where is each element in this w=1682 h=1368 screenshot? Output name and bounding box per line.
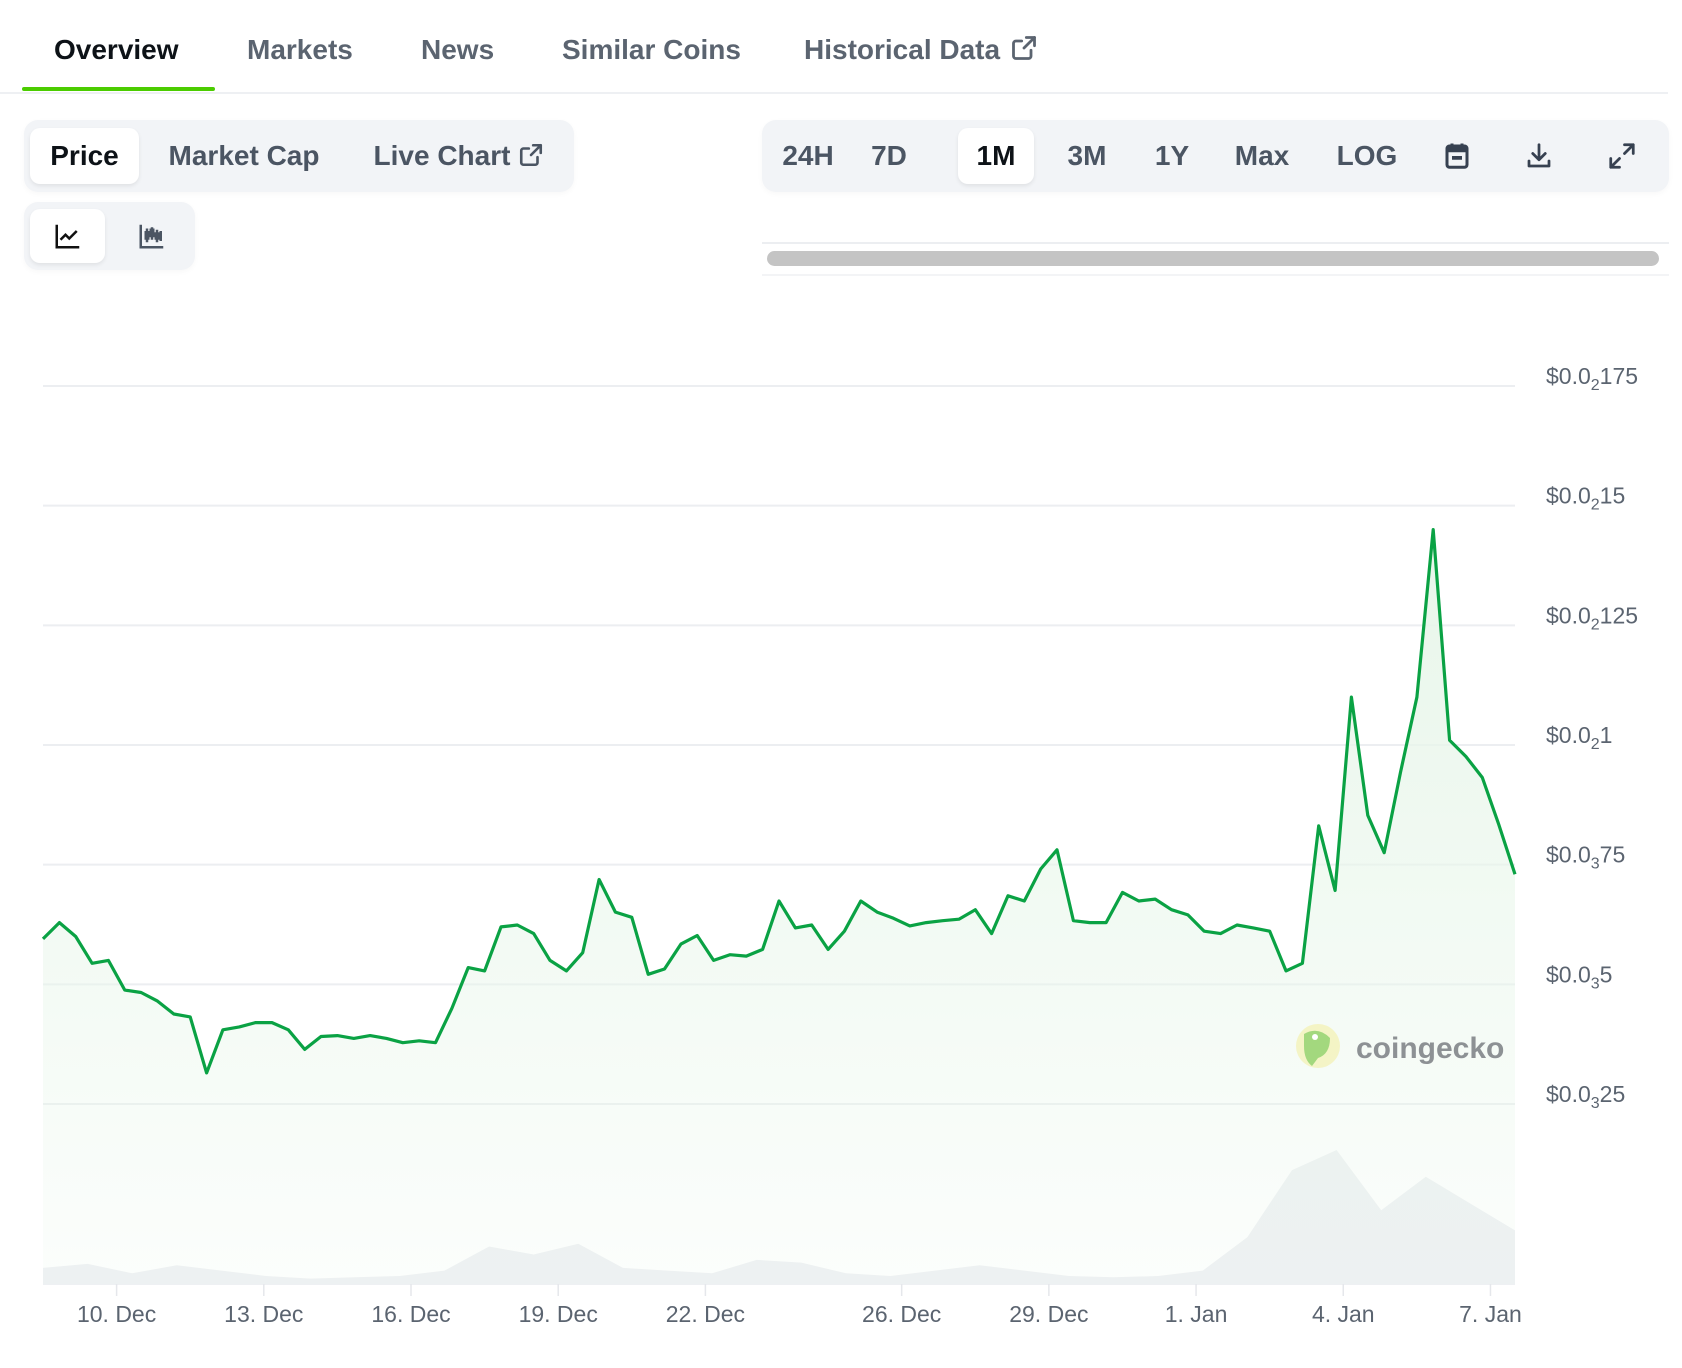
x-tick-label: 1. Jan <box>1165 1301 1228 1327</box>
log-scale-button[interactable]: LOG <box>1336 140 1398 171</box>
tab-historical-data-label: Historical Data <box>804 34 1001 65</box>
range-1y-button[interactable]: 1Y <box>1154 140 1190 171</box>
line-chart-icon <box>55 224 79 249</box>
y-tick-label: $0.02175 <box>1546 363 1638 394</box>
range-navigator-scrollbar[interactable] <box>767 251 1659 266</box>
tab-similar-coins[interactable]: Similar Coins <box>562 34 741 65</box>
candlestick-chart-button[interactable] <box>114 209 189 263</box>
active-tab-indicator <box>22 87 215 91</box>
range-max-button[interactable]: Max <box>1234 140 1290 171</box>
download-icon <box>1527 143 1551 168</box>
x-tick-label: 22. Dec <box>666 1301 745 1327</box>
coingecko-watermark: coingecko <box>1296 1024 1504 1068</box>
tab-news[interactable]: News <box>421 34 495 65</box>
y-axis: $0.02175 $0.0215 $0.02125 $0.021 $0.0375 $0.0… <box>1546 363 1638 1112</box>
section-tabs: Overview Markets News Similar Coins Hist… <box>0 0 1668 94</box>
fullscreen-button[interactable] <box>1592 128 1652 184</box>
range-24h-button[interactable]: 24H <box>782 140 834 171</box>
expand-icon <box>1609 143 1635 169</box>
external-link-icon <box>520 143 543 167</box>
candlestick-chart-icon <box>139 224 163 249</box>
time-range-toggle: 24H 7D 1M 3M 1Y Max LOG <box>762 120 1669 192</box>
range-1m-button[interactable]: 1M <box>958 128 1034 184</box>
range-navigator <box>762 242 1669 276</box>
y-tick-label: $0.02125 <box>1546 602 1638 633</box>
download-button[interactable] <box>1509 128 1569 184</box>
x-tick-label: 4. Jan <box>1312 1301 1375 1327</box>
price-button[interactable]: Price <box>30 128 139 184</box>
x-tick-label: 10. Dec <box>77 1301 156 1327</box>
x-tick-label: 13. Dec <box>224 1301 303 1327</box>
live-chart-label: Live Chart <box>373 140 511 171</box>
price-area <box>41 528 1517 1284</box>
y-tick-label: $0.035 <box>1546 961 1612 992</box>
y-tick-label: $0.0375 <box>1546 842 1625 873</box>
x-axis: 10. Dec 13. Dec 16. Dec 19. Dec 22. Dec 26. D… <box>77 1284 1522 1327</box>
tab-historical-data[interactable]: Historical Data <box>804 34 1038 66</box>
tab-overview[interactable]: Overview <box>54 34 179 65</box>
x-tick-label: 29. Dec <box>1009 1301 1088 1327</box>
range-3m-button[interactable]: 3M <box>1067 140 1107 171</box>
calendar-icon <box>1445 143 1469 169</box>
price-line <box>41 528 1517 1075</box>
line-chart-button[interactable] <box>30 209 105 263</box>
external-link-icon <box>1012 36 1036 60</box>
price-fill <box>43 529 1515 1284</box>
live-chart-button[interactable]: Live Chart <box>354 128 564 184</box>
x-tick-label: 19. Dec <box>519 1301 598 1327</box>
x-tick-label: 7. Jan <box>1459 1301 1522 1327</box>
range-7d-button[interactable]: 7D <box>871 140 907 171</box>
x-tick-label: 16. Dec <box>371 1301 450 1327</box>
date-range-button[interactable] <box>1427 128 1487 184</box>
y-tick-label: $0.021 <box>1546 722 1612 753</box>
chart-type-toggle <box>24 202 195 270</box>
market-cap-button[interactable]: Market Cap <box>168 140 320 171</box>
data-type-toggle: Price Market Cap Live Chart <box>24 120 574 192</box>
tab-markets[interactable]: Markets <box>247 34 353 65</box>
x-tick-label: 26. Dec <box>862 1301 941 1327</box>
y-tick-label: $0.0215 <box>1546 483 1625 514</box>
watermark-text: coingecko <box>1356 1032 1504 1065</box>
y-tick-label: $0.0325 <box>1546 1081 1625 1112</box>
